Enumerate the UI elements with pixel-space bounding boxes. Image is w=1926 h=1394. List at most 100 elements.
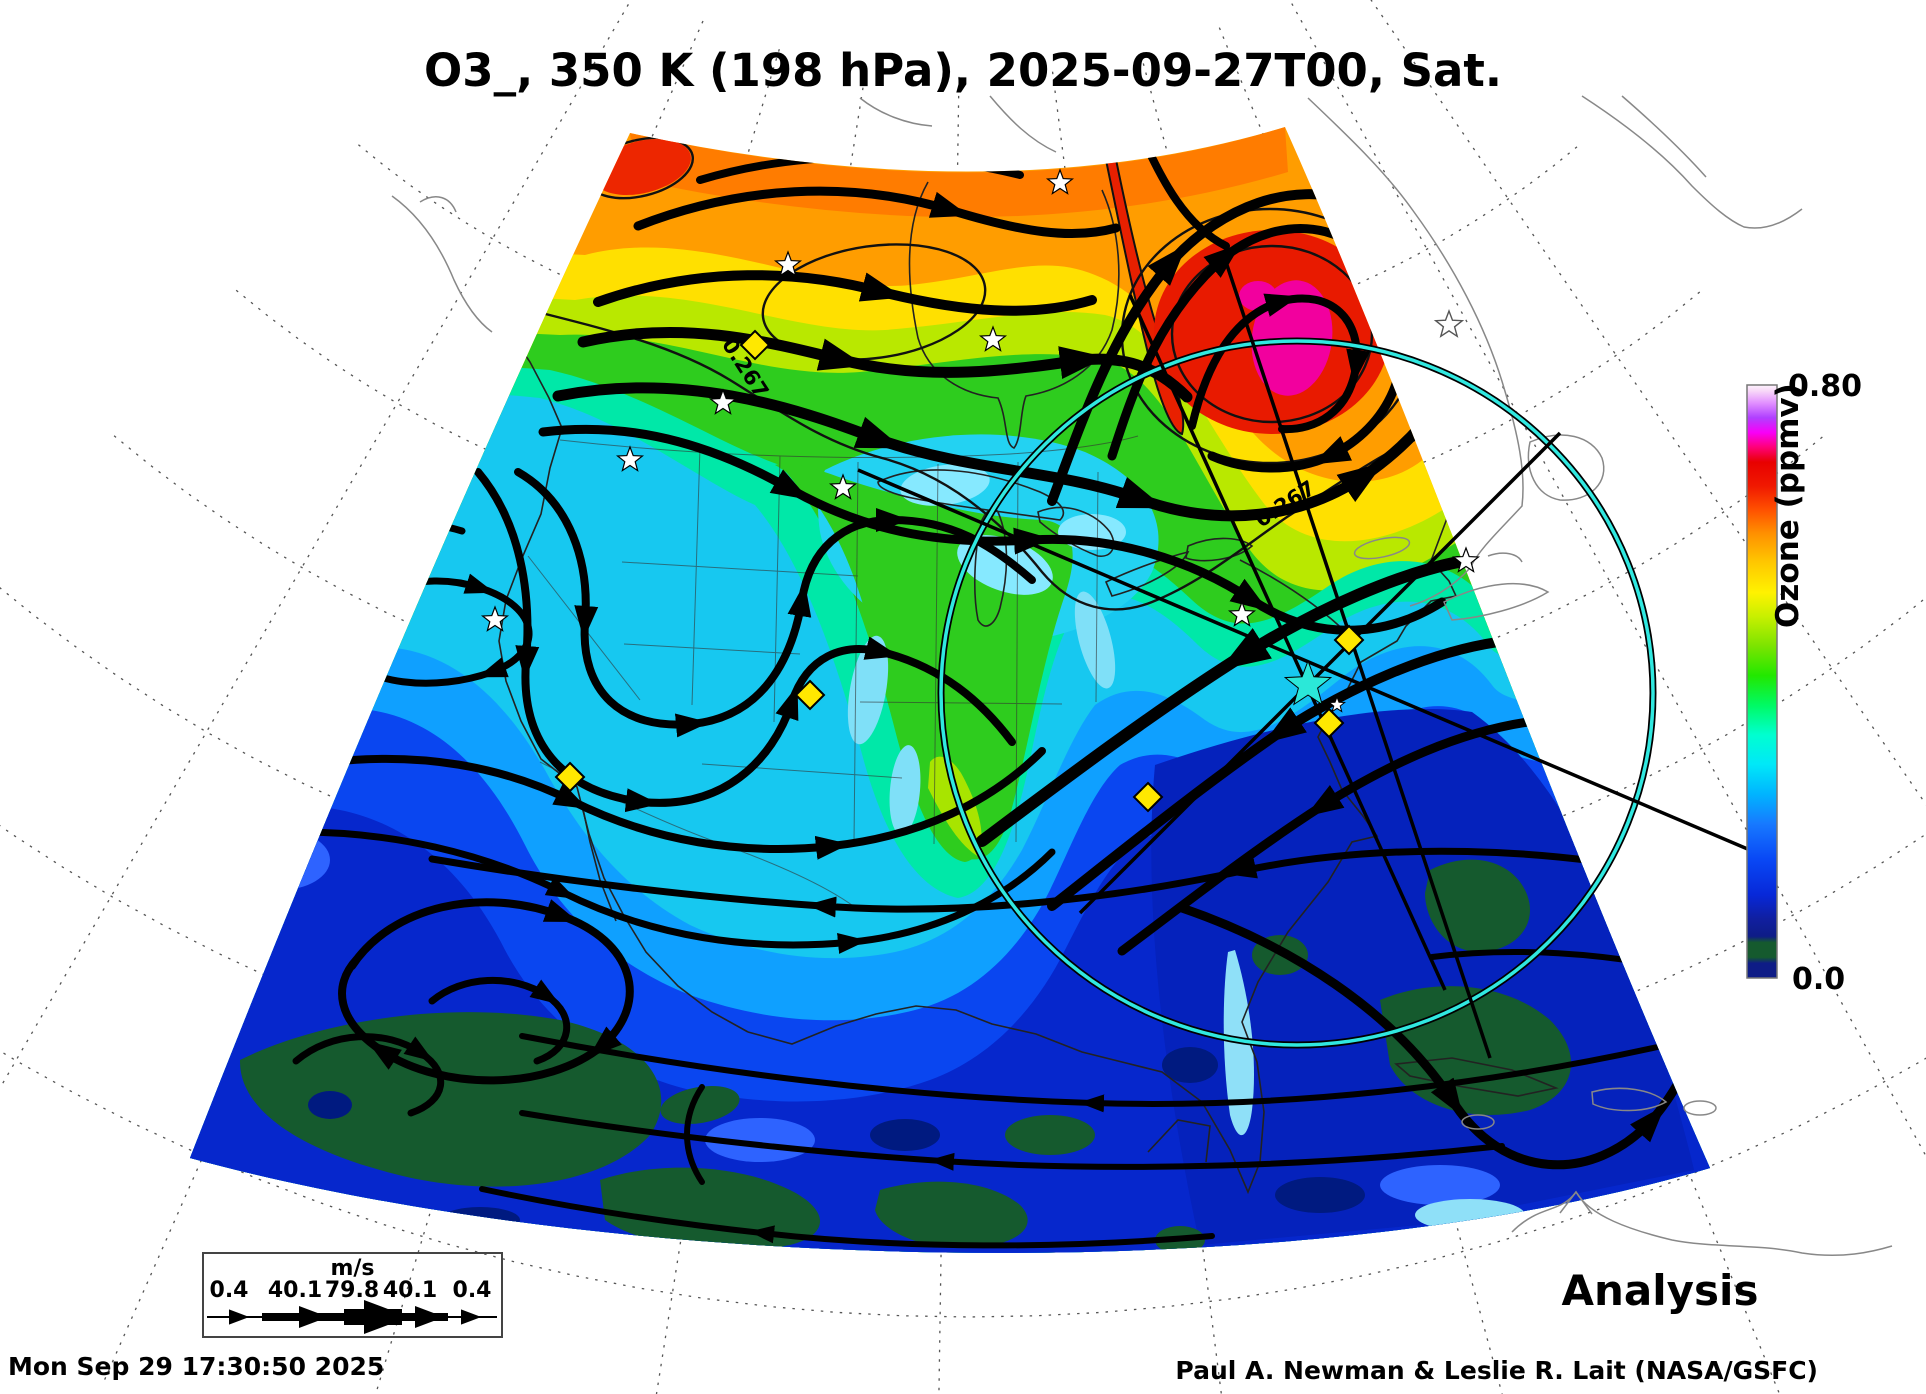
- streamline: [684, 1084, 705, 1185]
- coastline-outside: [1443, 583, 1550, 621]
- track-line: [1221, 252, 1492, 1059]
- analysis-label: Analysis: [1561, 1266, 1759, 1315]
- ozone-patch: [562, 135, 610, 163]
- streamline: [633, 186, 1121, 239]
- streamline: [296, 519, 466, 550]
- wind-legend-value-1: 40.1: [267, 1278, 323, 1303]
- ozone-patch: [240, 683, 360, 757]
- colorbar-min-label: 0.0: [1792, 962, 1846, 997]
- coastline-outside: [989, 95, 1057, 153]
- ozone-patch: [1425, 859, 1530, 952]
- contour-ring: [558, 134, 612, 166]
- credit-line: Paul A. Newman & Leslie R. Lait (NASA/GS…: [1175, 1356, 1818, 1385]
- coastline-outside: [1487, 552, 1523, 563]
- coastline-outside: [859, 97, 933, 127]
- ozone-patch: [660, 1085, 740, 1125]
- coastline-outside: [1511, 1190, 1893, 1257]
- streamline: [479, 1186, 1215, 1249]
- cyan-star-marker: [1283, 659, 1333, 706]
- streamline: [1047, 189, 1357, 506]
- island-outline: [1353, 536, 1411, 560]
- ozone-patch: [875, 1181, 1028, 1249]
- island-outline: [1461, 1114, 1495, 1130]
- ozone-patch: [1415, 1199, 1525, 1231]
- coastlines-gray: [391, 95, 1893, 1257]
- island-outline: [1683, 1100, 1717, 1116]
- yellow-diamond-marker: [739, 329, 771, 361]
- wind-legend-value-2: 79.8: [324, 1278, 380, 1303]
- streamline: [428, 847, 1706, 918]
- meridian-line: [0, 0, 632, 1090]
- colorbar-axis-label: Ozone (ppmv): [1770, 383, 1806, 628]
- track-line: [1078, 431, 1562, 915]
- legend-arrowhead: [299, 1305, 329, 1329]
- generation-timestamp: Mon Sep 29 17:30:50 2025: [8, 1352, 385, 1381]
- track-line: [857, 468, 1765, 858]
- coastline: [747, 480, 1462, 1195]
- streamline: [976, 556, 1464, 847]
- ozone-patch: [1005, 1115, 1095, 1155]
- coastline-outside: [1621, 95, 1707, 178]
- streamline: [593, 270, 1097, 316]
- wind-legend-units: m/s: [330, 1256, 375, 1281]
- parallel-arc: [0, 587, 1926, 938]
- wind-speed-legend-box: [202, 1252, 503, 1338]
- white-star-marker: [480, 605, 510, 632]
- wind-legend-value-0: 0.4: [209, 1278, 249, 1303]
- page-title: O3_, 350 K (198 hPa), 2025-09-27T00, Sat…: [424, 44, 1502, 97]
- range-ring: [939, 339, 1655, 1047]
- great-circle-lines: [857, 252, 1765, 1059]
- track-line: [1128, 294, 1447, 991]
- ozone-patch: [440, 1207, 520, 1233]
- station-markers: [480, 168, 1481, 813]
- ozone-field: [190, 127, 1710, 1253]
- yellow-diamond-marker: [1132, 781, 1164, 813]
- white-star-marker: [978, 325, 1008, 352]
- coastline-outside: [1581, 95, 1803, 229]
- white-star-marker: [828, 473, 858, 500]
- ozone-patch: [1074, 591, 1116, 689]
- yellow-diamond-marker: [1333, 624, 1365, 656]
- legend-arrowhead: [364, 1300, 409, 1334]
- white-star-marker: [1227, 600, 1257, 627]
- white-star-marker: [615, 445, 645, 472]
- coastline-outside: [1591, 1087, 1668, 1112]
- yellow-diamond-marker: [794, 679, 826, 711]
- ozone-patch: [308, 1091, 352, 1119]
- white-star-marker: [1451, 546, 1481, 573]
- coastline-outside: [419, 196, 457, 213]
- streamline: [519, 1110, 1505, 1171]
- ozone-patch: [1275, 1177, 1365, 1213]
- ozone-patch: [1380, 1165, 1500, 1205]
- streamline: [519, 1033, 1665, 1113]
- streamline: [326, 747, 1046, 860]
- coastline: [1147, 1119, 1211, 1163]
- streamline: [1047, 637, 1503, 911]
- wind-legend-arrow: [207, 1300, 497, 1334]
- legend-arrowhead: [461, 1309, 482, 1325]
- colorbar: [1746, 384, 1778, 979]
- ozone-patch: [1162, 1047, 1218, 1083]
- ozone-patch: [870, 1119, 940, 1151]
- yellow-diamond-marker: [1313, 707, 1345, 739]
- streamline: [348, 428, 392, 546]
- white-star-marker: [773, 250, 803, 277]
- legend-arrowhead: [229, 1309, 250, 1325]
- open-star-marker: [1433, 309, 1465, 338]
- ozone-patch: [230, 830, 330, 890]
- wind-legend-value-3: 40.1: [382, 1278, 438, 1303]
- streamline: [577, 326, 1193, 403]
- coastline-outside: [1527, 434, 1605, 501]
- coastline-outside: [391, 195, 493, 333]
- wind-legend-value-4: 0.4: [452, 1278, 492, 1303]
- small-white-star-marker: [1328, 695, 1346, 713]
- yellow-diamond-marker: [554, 761, 586, 793]
- colorbar-max-label: 0.80: [1788, 369, 1863, 404]
- colorbar-bar: [1746, 384, 1778, 979]
- meridian-line: [1370, 0, 1926, 806]
- meridian-line: [1289, 0, 1926, 1158]
- white-star-marker: [1045, 168, 1075, 195]
- streamline: [1188, 293, 1371, 434]
